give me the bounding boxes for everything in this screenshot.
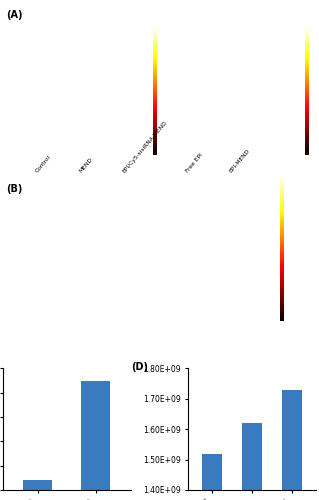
Bar <box>242 423 262 500</box>
Text: EPI/Cy5-sisiRNA-MEND: EPI/Cy5-sisiRNA-MEND <box>122 120 169 174</box>
Text: (A): (A) <box>6 10 23 20</box>
Bar <box>81 380 110 490</box>
Text: (B): (B) <box>6 184 23 194</box>
Bar <box>282 390 302 500</box>
Text: EPI-MEND: EPI-MEND <box>228 148 251 174</box>
Text: Control: Control <box>34 154 52 174</box>
Text: (D): (D) <box>131 362 148 372</box>
Bar <box>24 480 53 490</box>
Text: Free EPI: Free EPI <box>184 152 204 174</box>
Bar <box>202 454 222 500</box>
Text: MEND: MEND <box>78 157 93 174</box>
